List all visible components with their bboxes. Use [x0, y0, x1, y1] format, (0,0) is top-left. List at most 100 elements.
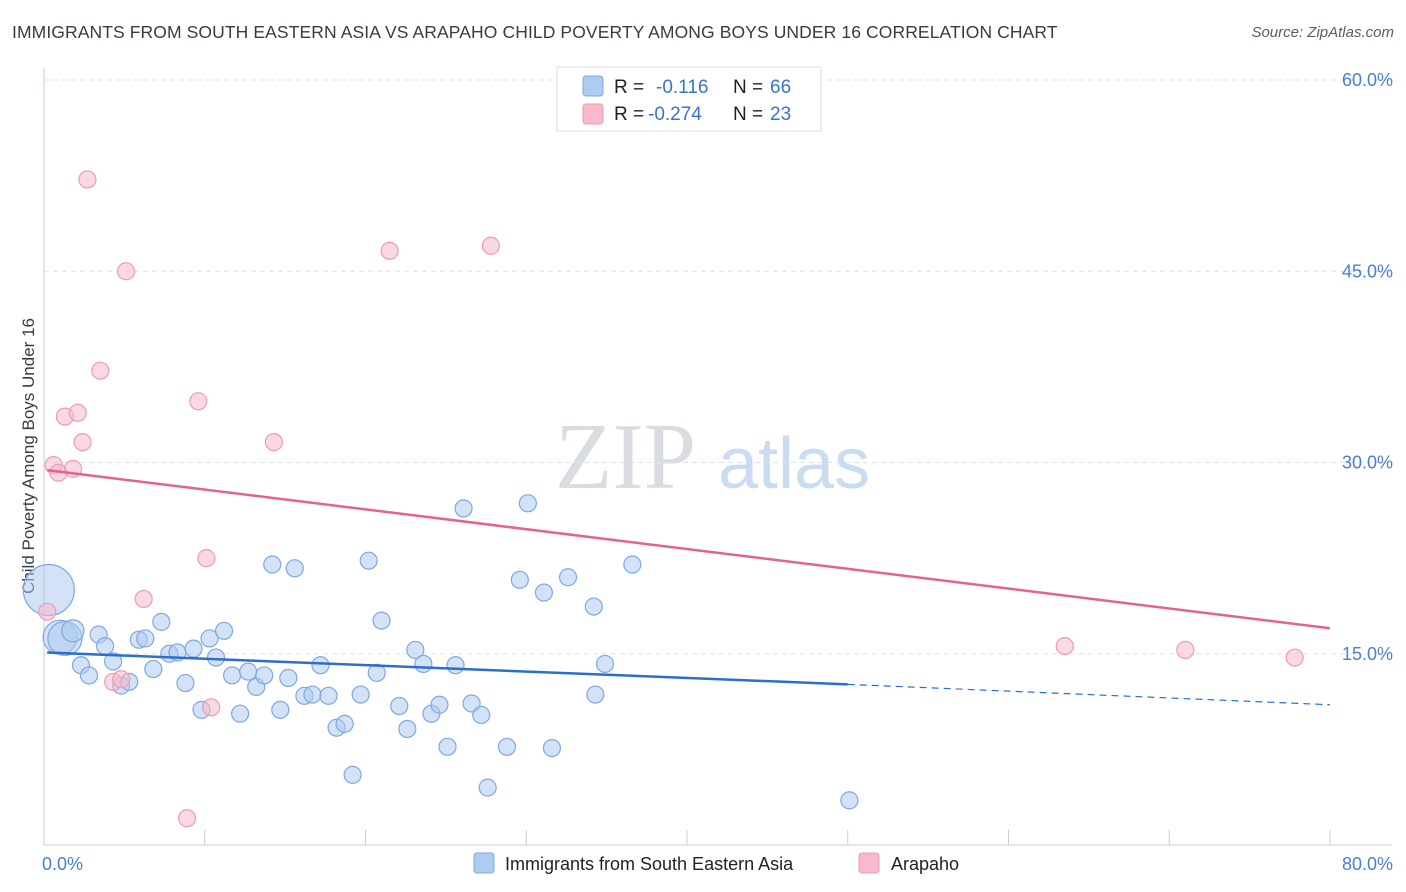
arapaho-point-19 — [481, 236, 500, 255]
arapaho-point-5 — [68, 403, 87, 422]
immigrants-point-57 — [518, 494, 537, 513]
immigrants-point-14 — [152, 612, 171, 631]
immigrants-point-58 — [534, 583, 554, 602]
immigrants-point-25 — [239, 662, 258, 681]
immigrants-point-51 — [454, 499, 473, 518]
series-immigrants-points — [22, 494, 859, 810]
immigrants-point-44 — [398, 719, 417, 739]
arapaho-point-15 — [197, 549, 216, 568]
y-tick-label-45: 45.0% — [1342, 261, 1393, 281]
immigrants-point-45 — [406, 640, 425, 660]
immigrants-point-38 — [343, 765, 362, 784]
arapaho-point-12 — [134, 589, 153, 609]
arapaho-point-14 — [189, 392, 208, 411]
immigrants-point-54 — [478, 778, 497, 797]
arapaho-point-16 — [202, 698, 221, 717]
immigrants-point-53 — [472, 705, 491, 725]
immigrants-point-55 — [497, 737, 517, 756]
gridlines — [44, 79, 1392, 655]
immigrants-point-40 — [359, 551, 378, 570]
source-credit: Source: ZipAtlas.com — [1251, 24, 1394, 41]
immigrants-point-42 — [372, 611, 391, 630]
legend-top-n-label-1: N = — [733, 77, 763, 98]
immigrants-point-56 — [510, 570, 529, 589]
series-arapaho-points — [38, 170, 1304, 828]
immigrants-point-37 — [335, 714, 354, 733]
arapaho-point-13 — [177, 809, 197, 828]
immigrants-point-5 — [79, 666, 99, 685]
legend-top-n-value-2: 23 — [770, 104, 791, 125]
y-tick-label-60: 60.0% — [1342, 70, 1393, 90]
immigrants-point-46 — [414, 654, 433, 674]
immigrants-point-33 — [303, 685, 322, 704]
immigrants-point-60 — [558, 568, 578, 587]
legend-top-r-label-1: R = — [614, 77, 644, 98]
arapaho-point-20 — [1055, 636, 1074, 656]
axes — [43, 68, 1392, 846]
immigrants-point-27 — [255, 666, 274, 685]
immigrants-point-30 — [279, 668, 298, 688]
arapaho-point-22 — [1285, 648, 1304, 667]
immigrants-point-23 — [222, 666, 242, 685]
trend-line-immigrants — [47, 651, 848, 686]
immigrants-point-28 — [263, 555, 282, 574]
legend-top-r-label-2: R = — [614, 104, 644, 125]
immigrants-point-34 — [311, 656, 330, 675]
legend-bottom-swatch-blue — [473, 852, 495, 874]
legend-bottom-label-blue: Immigrants from South Eastern Asia — [505, 854, 794, 874]
legend-bottom-swatch-pink — [858, 852, 880, 874]
immigrants-point-29 — [271, 700, 290, 719]
immigrants-point-61 — [584, 597, 603, 616]
immigrants-point-18 — [184, 639, 203, 658]
legend-top-n-value-1: 66 — [770, 77, 791, 98]
immigrants-point-22 — [214, 621, 234, 640]
immigrants-point-48 — [430, 695, 449, 714]
immigrants-point-59 — [542, 738, 562, 758]
immigrants-point-35 — [319, 686, 338, 705]
x-axis-ticks — [204, 830, 1331, 845]
x-tick-label-min: 0.0% — [42, 854, 83, 874]
arapaho-point-0 — [38, 602, 57, 621]
arapaho-point-7 — [78, 170, 97, 189]
immigrants-point-43 — [390, 696, 409, 716]
x-tick-label-max: 80.0% — [1342, 854, 1393, 874]
trend-line-immigrants-extension — [847, 683, 1331, 706]
legend-bottom: Immigrants from South Eastern Asia Arapa… — [473, 852, 959, 874]
immigrants-point-17 — [176, 673, 195, 693]
legend-top-r-value-2: -0.274 — [648, 104, 702, 125]
legend-top-n-label-2: N = — [733, 104, 763, 125]
arapaho-point-6 — [73, 433, 92, 452]
immigrants-point-39 — [351, 685, 370, 704]
y-axis-label: Child Poverty Among Boys Under 16 — [19, 318, 38, 594]
immigrants-point-63 — [595, 654, 615, 674]
watermark-zip: ZIP — [555, 405, 696, 509]
y-tick-label-30: 30.0% — [1342, 453, 1393, 473]
immigrants-point-49 — [438, 737, 457, 756]
legend-top-swatch-pink — [582, 103, 604, 125]
arapaho-point-18 — [380, 241, 399, 260]
y-axis-tick-labels: 15.0% 30.0% 45.0% 60.0% — [1342, 70, 1393, 664]
arapaho-point-17 — [264, 433, 283, 452]
arapaho-point-21 — [1176, 640, 1195, 660]
immigrants-point-13 — [144, 659, 163, 679]
immigrants-point-65 — [840, 791, 859, 810]
legend-top-r-value-1: -0.116 — [656, 77, 708, 98]
watermark-atlas: atlas — [718, 424, 870, 504]
y-tick-label-15: 15.0% — [1342, 644, 1393, 664]
arapaho-point-10 — [112, 670, 131, 689]
immigrants-point-8 — [104, 652, 123, 671]
immigrants-point-50 — [446, 656, 465, 675]
legend-bottom-label-pink: Arapaho — [891, 854, 959, 874]
arapaho-point-8 — [91, 361, 110, 380]
immigrants-point-31 — [285, 559, 304, 578]
immigrants-point-7 — [95, 636, 115, 656]
immigrants-point-21 — [206, 648, 226, 667]
trend-lines — [47, 468, 1331, 706]
immigrants-point-3 — [61, 619, 85, 643]
immigrants-point-24 — [231, 704, 250, 723]
arapaho-point-11 — [116, 262, 136, 281]
chart-title: IMMIGRANTS FROM SOUTH EASTERN ASIA VS AR… — [12, 22, 1058, 42]
immigrants-point-12 — [136, 629, 155, 648]
immigrants-point-62 — [586, 685, 605, 704]
